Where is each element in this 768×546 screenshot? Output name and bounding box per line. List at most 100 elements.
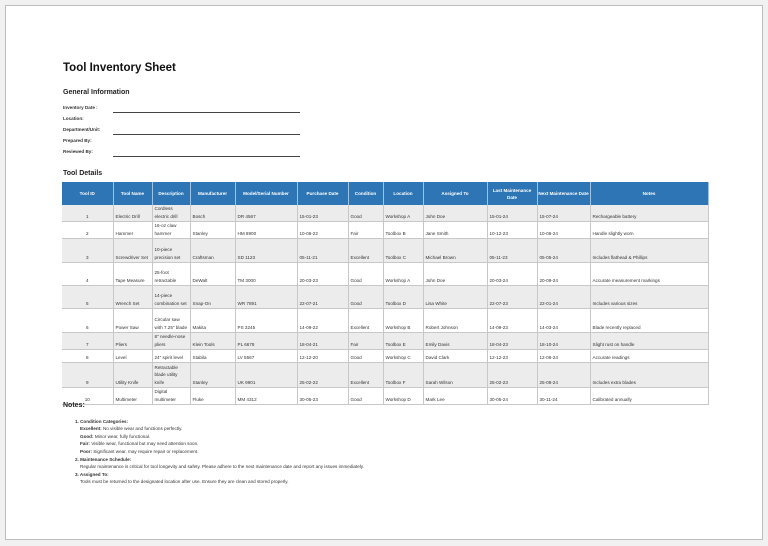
table-cell: Fair [348, 332, 384, 350]
column-header: Notes [590, 182, 709, 205]
reviewed-by-field[interactable] [113, 156, 300, 157]
category-name: Excellent: [80, 426, 102, 432]
table-cell: 30-05-23 [297, 387, 349, 405]
table-cell: Workshop D [383, 387, 424, 405]
table-cell: Hammer [113, 221, 153, 239]
prepared-by-label: Prepared By: [63, 138, 92, 143]
table-cell: Good [348, 349, 384, 363]
table-cell: 10-06-24 [537, 221, 591, 239]
table-cell: 15-07-24 [537, 205, 591, 222]
table-cell: Power Saw [113, 308, 153, 333]
column-header: Assigned To [423, 182, 488, 205]
table-cell: Workshop A [383, 205, 424, 222]
table-row: 4 Tape Measure 25-foot retractable DeWalt TM… [62, 262, 709, 286]
table-cell: 25-foot retractable [152, 262, 191, 286]
table-cell: 10-piece precision set [152, 238, 191, 263]
table-cell: Stanley [190, 221, 236, 239]
table-row: 1 Electric Drill Cordless electric drill Bo… [62, 205, 709, 222]
table-cell: Toolbox F [383, 362, 424, 388]
table-row: 7 Pliers 8" needle-nose pliers Klein Tools P… [62, 332, 709, 350]
table-cell: Level [113, 349, 153, 363]
table-row: 9 Utility Knife Retractable blade utility … [62, 362, 709, 388]
table-row: 10 Multimeter Digital multimeter Fluke MM 43… [62, 387, 709, 405]
table-row: 6 Power Saw Circular saw with 7.25" blade M… [62, 308, 709, 333]
table-cell: Snap-On [190, 285, 236, 309]
notes-heading: Notes: [63, 402, 85, 409]
table-cell: HM 8900 [235, 221, 298, 239]
table-cell: 4 [62, 262, 114, 286]
category-description: No visible wear and functions perfectly. [102, 426, 183, 432]
table-cell: Sarah Wilson [423, 362, 488, 388]
table-cell: John Doe [423, 262, 488, 286]
table-cell: Blade recently replaced [590, 308, 709, 333]
table-cell: 10-12-23 [487, 221, 538, 239]
table-cell: Toolbox E [383, 332, 424, 350]
table-cell: Michael Brown [423, 238, 488, 263]
table-cell: UK 9901 [235, 362, 298, 388]
table-cell: 12-06-24 [537, 349, 591, 363]
table-cell: Craftsman [190, 238, 236, 263]
table-cell: Stanley [190, 362, 236, 388]
table-cell: 15-01-23 [297, 205, 349, 222]
table-cell: SD 1123 [235, 238, 298, 263]
table-cell: Jane Smith [423, 221, 488, 239]
category-description: Significant wear, may require repair or … [93, 448, 199, 454]
table-cell: 25-08-24 [537, 362, 591, 388]
table-cell: PL 6678 [235, 332, 298, 350]
table-cell: John Doe [423, 205, 488, 222]
condition-category: Fair: Visible wear, functional but may n… [63, 440, 364, 448]
category-description: Visible wear, functional but may need at… [91, 441, 199, 447]
table-cell: 1 [62, 205, 114, 222]
table-cell: 14-03-24 [537, 308, 591, 333]
location-label: Location: [63, 116, 84, 121]
table-cell: 20-03-24 [487, 262, 538, 286]
table-cell: Excellent [348, 362, 384, 388]
table-cell: Good [348, 262, 384, 286]
table-cell: 10-06-22 [297, 221, 349, 239]
table-cell: 18-04-23 [487, 332, 538, 350]
note-assigned-text: Tools must be returned to the designated… [80, 479, 289, 485]
table-cell: Slight rust on handle [590, 332, 709, 350]
category-name: Fair: [80, 441, 90, 447]
page-title: Tool Inventory Sheet [63, 62, 176, 74]
note-condition-heading: 1. Condition Categories: [75, 418, 129, 424]
table-cell: Calibrated annually [590, 387, 709, 405]
department-field[interactable] [113, 134, 300, 135]
table-cell: 20-09-24 [537, 262, 591, 286]
general-info-heading: General Information [63, 89, 130, 96]
inventory-date-field[interactable] [113, 112, 300, 113]
column-header: Next Maintenance Date [537, 182, 591, 205]
table-cell: Bosch [190, 205, 236, 222]
table-cell: Excellent [348, 238, 384, 263]
table-cell: Pliers [113, 332, 153, 350]
table-cell: 18-10-24 [537, 332, 591, 350]
table-cell: Includes extra blades [590, 362, 709, 388]
table-cell: 22-07-23 [487, 285, 538, 309]
table-cell: 12-12-23 [487, 349, 538, 363]
table-row: 2 Hammer 16-oz claw hammer Stanley HM 8900 10… [62, 221, 709, 239]
table-cell: 14-09-22 [297, 308, 349, 333]
tool-details-table: Tool ID Tool Name Description Manufacturer M… [62, 182, 709, 405]
table-cell: 8 [62, 349, 114, 363]
table-cell: 8" needle-nose pliers [152, 332, 191, 350]
category-description: Minor wear, fully functional. [94, 433, 151, 439]
table-cell: 30-05-24 [487, 387, 538, 405]
table-cell: Retractable blade utility knife [152, 362, 191, 388]
table-cell: Good [348, 285, 384, 309]
table-cell: Toolbox D [383, 285, 424, 309]
column-header: Manufacturer [190, 182, 236, 205]
category-name: Poor: [80, 448, 92, 454]
table-cell: Includes various sizes [590, 285, 709, 309]
table-cell: Digital multimeter [152, 387, 191, 405]
table-cell: 25-02-23 [487, 362, 538, 388]
table-cell: 22-07-21 [297, 285, 349, 309]
table-cell: 22-01-24 [537, 285, 591, 309]
column-header: Tool ID [62, 182, 114, 205]
table-cell: Handle slightly worn [590, 221, 709, 239]
table-cell: 14-piece combination set [152, 285, 191, 309]
category-name: Good: [80, 433, 94, 439]
condition-category: Good: Minor wear, fully functional. [63, 433, 364, 441]
table-cell: Good [348, 387, 384, 405]
table-cell: 30-11-24 [537, 387, 591, 405]
table-cell: Excellent [348, 308, 384, 333]
